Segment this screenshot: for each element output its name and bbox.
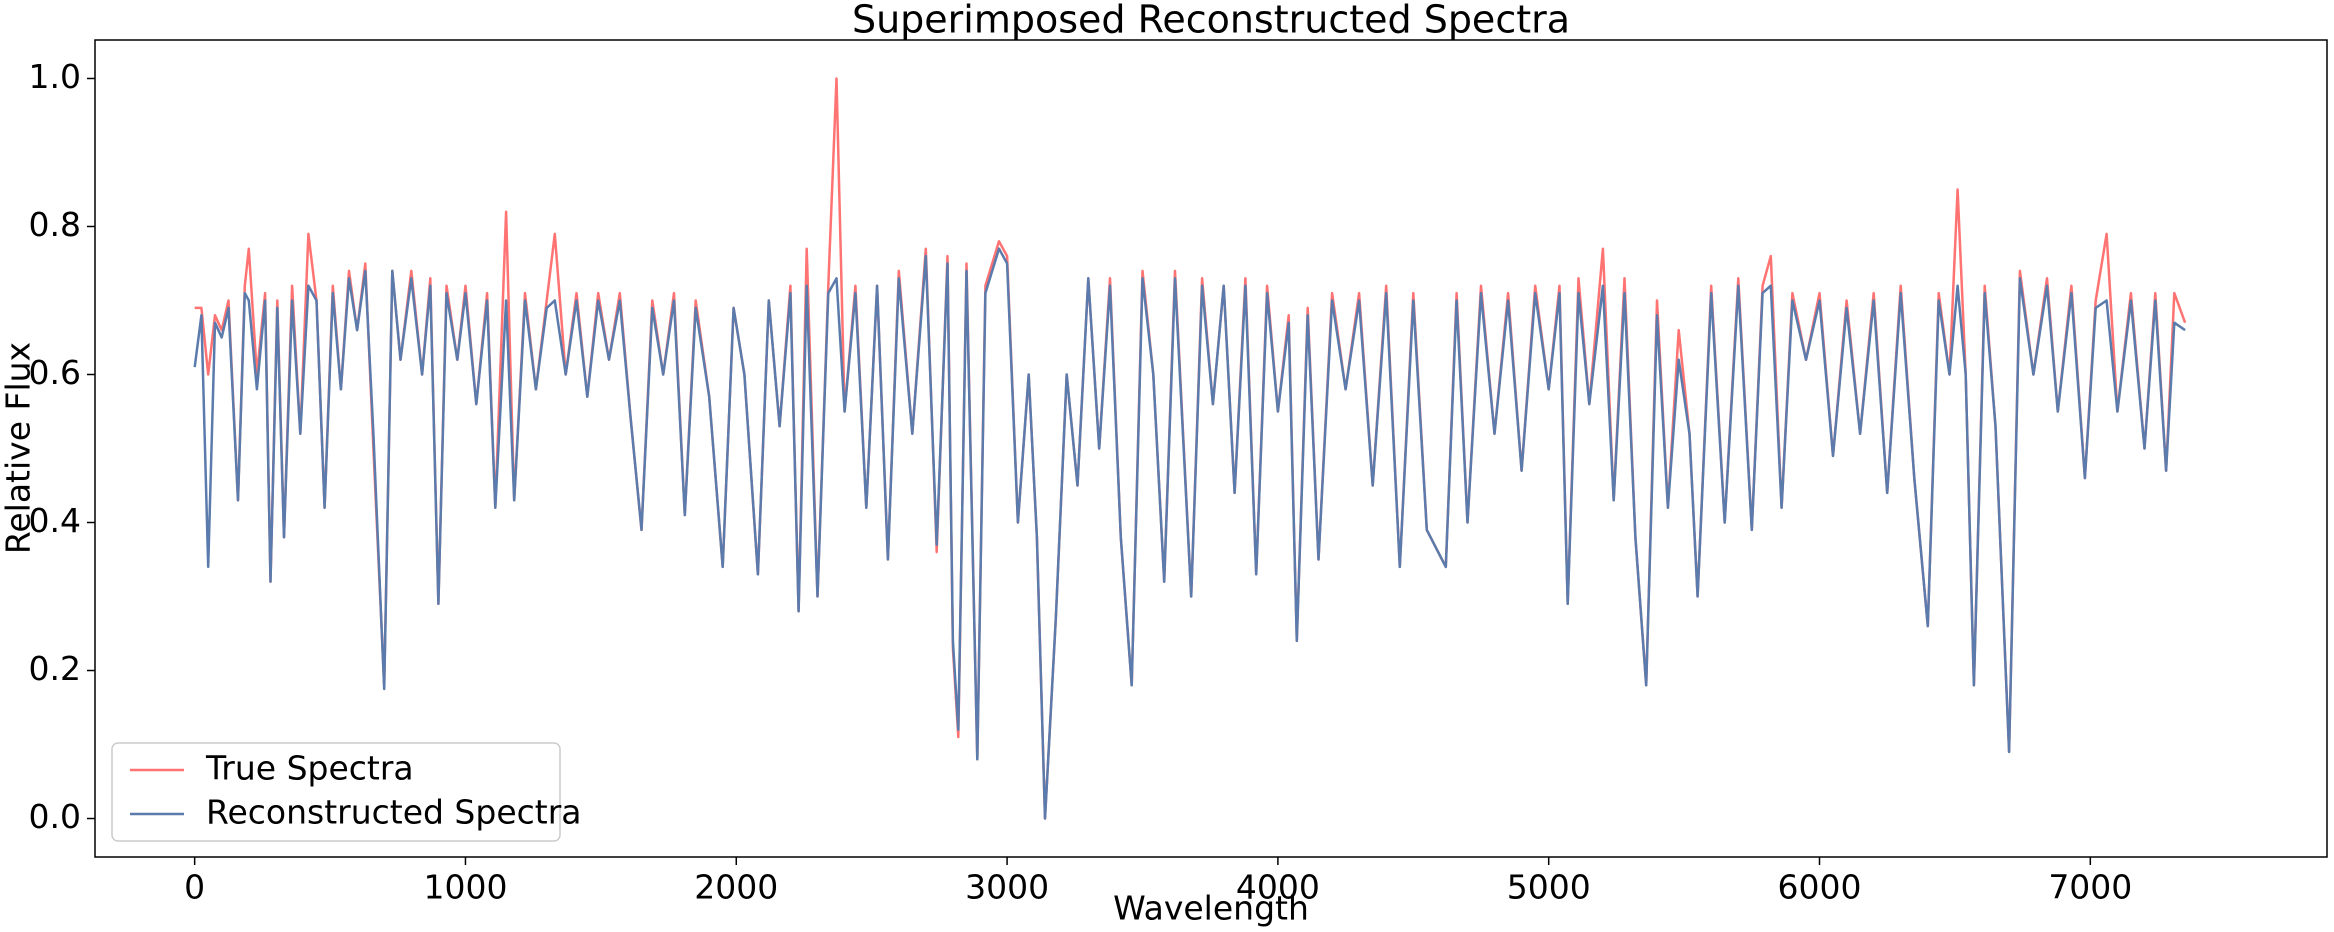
- legend-label: Reconstructed Spectra: [206, 793, 582, 832]
- x-tick-label: 7000: [2048, 868, 2132, 907]
- legend-label: True Spectra: [205, 749, 414, 788]
- y-tick-label: 0.0: [29, 797, 81, 836]
- x-tick-label: 6000: [1778, 868, 1862, 907]
- x-axis-label: Wavelength: [1113, 889, 1309, 928]
- plot-frame: [94, 39, 2328, 858]
- x-tick-label: 2000: [694, 868, 778, 907]
- y-tick-label: 1.0: [29, 57, 81, 96]
- x-tick-label: 3000: [965, 868, 1049, 907]
- x-tick-label: 5000: [1507, 868, 1591, 907]
- legend: True Spectra Reconstructed Spectra: [111, 742, 582, 842]
- y-axis-label: Relative Flux: [0, 342, 38, 554]
- y-tick-label: 0.8: [29, 205, 81, 244]
- x-tick-label: 1000: [423, 868, 507, 907]
- legend-box: [111, 742, 561, 842]
- series-line: [193, 247, 2186, 820]
- y-tick-label: 0.6: [29, 353, 81, 392]
- x-tick-label: 4000: [1236, 868, 1320, 907]
- y-tick-label: 0.2: [29, 649, 81, 688]
- x-tick-label: 0: [184, 868, 205, 907]
- y-tick-label: 0.4: [29, 501, 81, 540]
- chart-title: Superimposed Reconstructed Spectra: [852, 0, 1570, 42]
